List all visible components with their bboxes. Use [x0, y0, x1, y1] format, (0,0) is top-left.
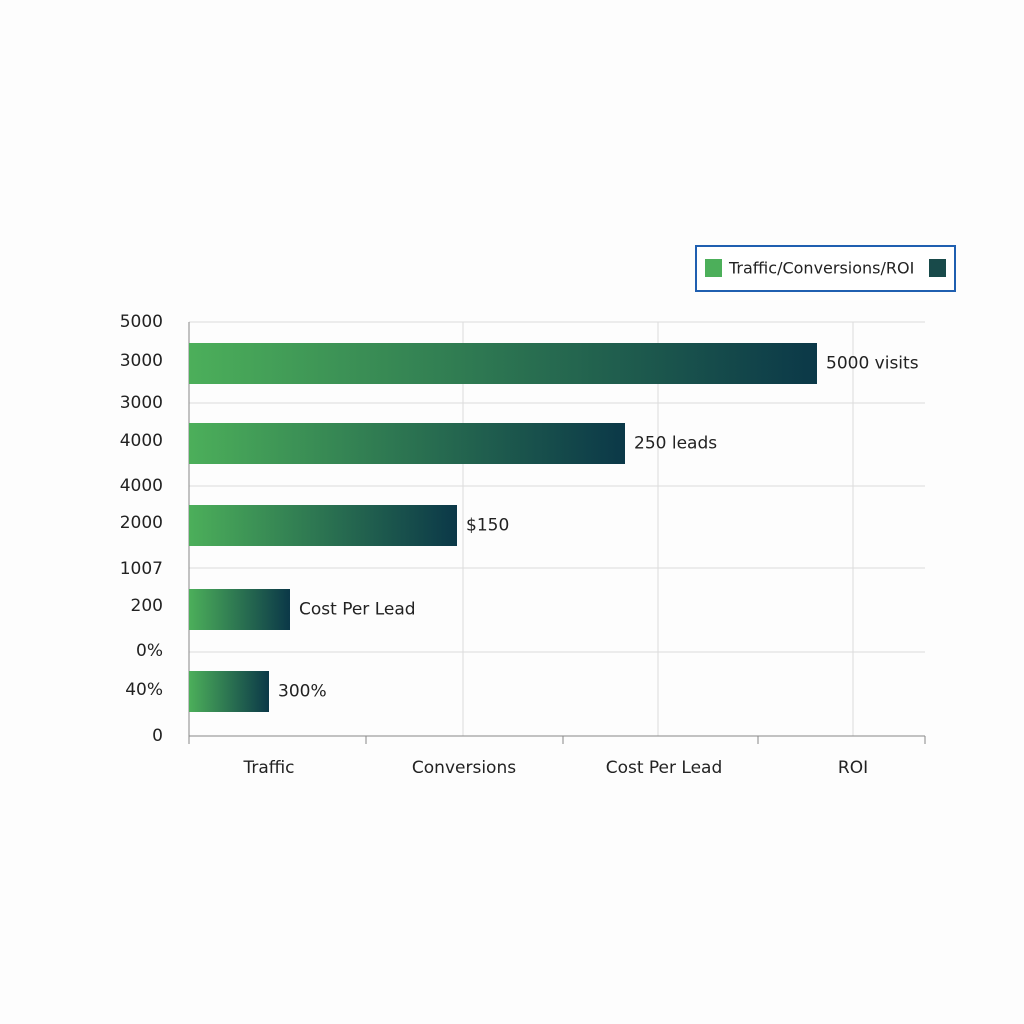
- bar-label: 300%: [278, 682, 327, 702]
- legend-label: Traffic/Conversions/ROI: [728, 259, 914, 278]
- bar: [189, 423, 625, 464]
- y-label: 1007: [120, 559, 163, 579]
- bar-label: 5000 visits: [826, 354, 919, 374]
- y-label: 5000: [120, 312, 163, 332]
- y-label: 0%: [136, 641, 163, 661]
- bar-label: $150: [466, 516, 509, 536]
- y-label: 200: [131, 596, 163, 616]
- y-label: 3000: [120, 351, 163, 371]
- bar: [189, 671, 269, 712]
- bar: [189, 589, 290, 630]
- plot-area: 5000 3000 3000 4000 4000 2000 1007 200 0% 40% 0 Tra…: [120, 312, 926, 778]
- legend-box: [695, 245, 956, 292]
- y-label: 4000: [120, 476, 163, 496]
- y-label: 40%: [125, 680, 163, 700]
- y-label: 3000: [120, 393, 163, 413]
- x-label: Traffic: [242, 758, 294, 778]
- y-label: 4000: [120, 431, 163, 451]
- y-label: 2000: [120, 513, 163, 533]
- bar-label: Cost Per Lead: [299, 600, 416, 620]
- x-label: Cost Per Lead: [606, 758, 723, 778]
- bar: [189, 505, 457, 546]
- x-label: Conversions: [412, 758, 516, 778]
- x-label: ROI: [838, 758, 868, 778]
- bar: [189, 343, 817, 384]
- legend-swatch: [929, 259, 946, 277]
- bar-label: 250 leads: [634, 434, 717, 454]
- legend-swatch: [705, 259, 722, 277]
- y-label: 0: [152, 726, 163, 746]
- legend: Traffic/Conversions/ROI: [695, 245, 956, 292]
